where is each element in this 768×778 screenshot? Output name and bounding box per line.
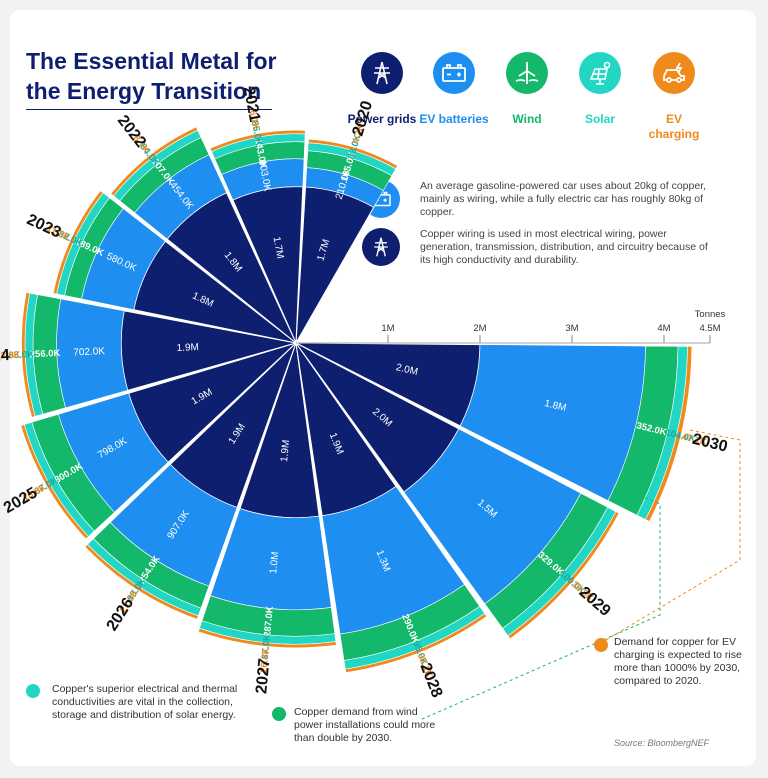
ev-charging-icon [653, 52, 695, 94]
bar-segment-2028-ev-charging [344, 613, 488, 673]
battery-icon [433, 52, 475, 94]
value-label-2024-4: 13.9K [0, 350, 21, 362]
value-label-2027-1: 1.0M [268, 551, 281, 574]
bar-segment-2025-ev-charging [20, 424, 89, 540]
bar-segment-2022-ev-charging [110, 126, 199, 197]
solar-panel-icon [579, 52, 621, 94]
legend-label: Power grids [347, 112, 417, 126]
charging-callout-line [605, 429, 741, 641]
wind-turbine-icon [506, 52, 548, 94]
year-label-2023: 2023 [24, 211, 64, 241]
year-label-2028: 2028 [416, 661, 445, 700]
bar-segment-2026-ev-charging [84, 543, 199, 620]
bar-segment-2020-power-grids [295, 186, 375, 344]
axis-tick-label-1M: 1M [381, 323, 394, 334]
value-label-2021-3: 85.0K [249, 120, 265, 147]
bar-segment-2020-ev-charging [307, 138, 398, 170]
year-label-2029: 2029 [576, 584, 614, 620]
legend-ev-batteries: EV batteries [416, 52, 492, 127]
legend-label: EV batteries [419, 112, 489, 126]
year-label-2024: 2024 [0, 347, 10, 366]
legend-solar: Solar [562, 52, 638, 127]
ev-charging-icon [594, 638, 608, 652]
footnote-solar: Copper's superior electrical and thermal… [52, 683, 238, 721]
power-pylon-icon [362, 228, 400, 266]
value-label-2027-4: 26.4K [258, 647, 271, 673]
axis-tick-label-3M: 3M [565, 323, 578, 334]
note-ev-text: An average gasoline-powered car uses abo… [420, 180, 707, 218]
value-label-2027-2: 287.0K [262, 606, 276, 638]
year-label-2020: 2020 [350, 99, 377, 138]
bar-segment-2024-ev-charging [21, 292, 36, 418]
legend-power-grids: Power grids [344, 52, 420, 127]
value-label-2024-2: 256.0K [30, 348, 61, 360]
note-ev: An average gasoline-powered car uses abo… [362, 180, 706, 224]
bar-segment-2023-ev-charging [52, 190, 104, 295]
year-label-2027: 2027 [253, 657, 273, 694]
legend-label: Solar [584, 112, 615, 126]
value-label-2030-0: 2.0M [395, 362, 419, 378]
legend-wind: Wind [489, 52, 565, 127]
bar-segment-2029-ev-charging [507, 511, 620, 640]
value-label-2024-3: 83.0K [8, 349, 34, 361]
wind-turbine-icon [272, 707, 286, 721]
legend-label: Wind [512, 112, 542, 126]
value-label-2027-3: 87.0K [260, 633, 273, 659]
axis-tick-label-2M: 2M [473, 323, 486, 334]
year-label-2025: 2025 [1, 484, 40, 517]
value-label-2030-1: 1.8M [543, 398, 567, 414]
value-label-2021-4: 6.1K [247, 109, 262, 131]
note-grid: Copper wiring is used in most electrical… [362, 228, 708, 272]
footnote-wind: Copper demand from wind power installati… [294, 706, 436, 744]
axis-tick-label-4M: 4M [657, 323, 670, 334]
legend-ev-charging: EV charging [636, 52, 712, 142]
axis-title: Tonnes [695, 309, 726, 320]
page-title: The Essential Metal for the Energy Trans… [26, 48, 277, 104]
title-divider [26, 109, 272, 110]
bar-segment-2030-ev-charging [645, 346, 693, 522]
axis-tick-label-4.5M: 4.5M [699, 323, 720, 334]
value-label-2024-0: 1.9M [176, 342, 199, 354]
value-label-2024-1: 702.0K [73, 346, 105, 358]
source-note: Source: BloombergNEF [614, 738, 710, 748]
wind-callout-line [419, 483, 661, 721]
note-grid-text: Copper wiring is used in most electrical… [420, 228, 708, 266]
value-label-2027-0: 1.9M [279, 439, 292, 462]
solar-panel-icon [26, 684, 40, 698]
legend-label: EV charging [648, 112, 700, 141]
year-label-2021: 2021 [240, 85, 263, 123]
power-pylon-icon [361, 52, 403, 94]
year-label-2030: 2030 [691, 431, 730, 456]
bar-segment-2021-ev-charging [209, 129, 306, 152]
value-label-2021-0: 1.7M [270, 236, 285, 260]
footnote-ev-charging: Demand for copper for EV charging is exp… [614, 636, 742, 687]
bar-segment-2027-ev-charging [197, 627, 337, 649]
